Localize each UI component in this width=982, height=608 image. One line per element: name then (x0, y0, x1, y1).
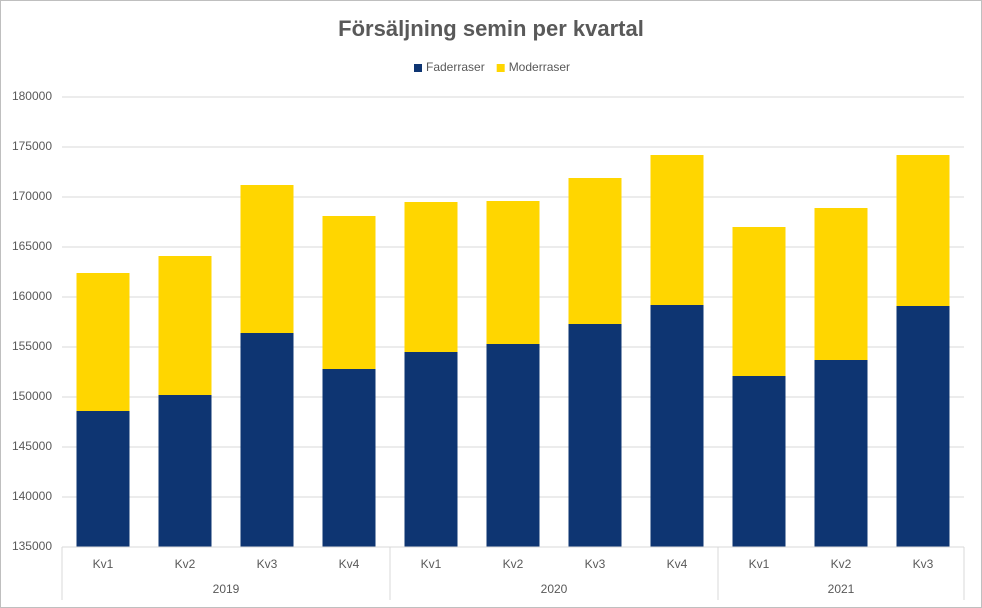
bar-segment (732, 227, 786, 376)
bar-segment (896, 306, 950, 547)
y-tick-label: 155000 (12, 339, 52, 353)
x-tick-label: Kv1 (749, 557, 770, 571)
bar-segment (568, 178, 622, 324)
bar-segment (486, 201, 540, 344)
x-tick-label: Kv2 (831, 557, 852, 571)
bar-segment (322, 216, 376, 369)
bar-segment (732, 376, 786, 547)
y-tick-label: 170000 (12, 189, 52, 203)
y-tick-label: 175000 (12, 139, 52, 153)
legend-swatch (496, 64, 505, 72)
y-tick-label: 165000 (12, 239, 52, 253)
bar-segment (650, 305, 704, 547)
y-tick-label: 135000 (12, 539, 52, 553)
x-tick-label: Kv2 (503, 557, 524, 571)
bar-segment (76, 411, 130, 547)
bar-segment (568, 324, 622, 547)
bar-segment (76, 273, 130, 411)
x-tick-label: Kv3 (913, 557, 934, 571)
group-label: 2021 (828, 582, 855, 596)
legend-label: Faderraser (426, 60, 485, 74)
x-tick-label: Kv1 (93, 557, 114, 571)
bar-segment (814, 208, 868, 360)
bar-segment (650, 155, 704, 305)
y-tick-label: 145000 (12, 439, 52, 453)
bar-segment (158, 395, 212, 547)
x-tick-label: Kv1 (421, 557, 442, 571)
chart-title: Försäljning semin per kvartal (338, 16, 644, 41)
bar-segment (814, 360, 868, 547)
x-tick-label: Kv2 (175, 557, 196, 571)
group-label: 2020 (541, 582, 568, 596)
bar-segment (404, 352, 458, 547)
bar-segment (158, 256, 212, 395)
bar-segment (240, 333, 294, 547)
y-tick-label: 160000 (12, 289, 52, 303)
legend-swatch (414, 64, 422, 72)
bar-segment (322, 369, 376, 547)
y-tick-label: 150000 (12, 389, 52, 403)
bar-segment (240, 185, 294, 333)
x-tick-label: Kv3 (585, 557, 606, 571)
x-tick-label: Kv4 (339, 557, 360, 571)
x-tick-label: Kv3 (257, 557, 278, 571)
bar-segment (404, 202, 458, 352)
bar-segment (896, 155, 950, 306)
legend-label: Moderraser (509, 60, 570, 74)
y-tick-label: 180000 (12, 89, 52, 103)
bar-segment (486, 344, 540, 547)
y-tick-label: 140000 (12, 489, 52, 503)
x-tick-label: Kv4 (667, 557, 688, 571)
group-label: 2019 (213, 582, 240, 596)
